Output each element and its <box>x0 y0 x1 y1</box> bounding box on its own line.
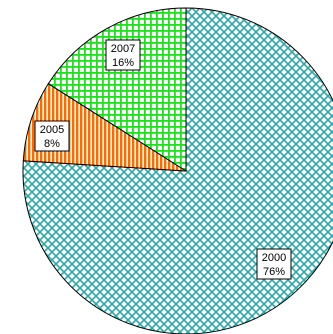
slice-percent-label: 16% <box>112 57 134 69</box>
slice-label-2007: 2007 16% <box>105 39 141 71</box>
slice-percent-label: 8% <box>44 138 60 150</box>
slice-labels: 2000 76% 2005 8% 2007 16% <box>34 39 292 280</box>
slice-category-label: 2000 <box>262 252 286 264</box>
slice-percent-label: 76% <box>263 266 285 278</box>
slice-label-box <box>256 248 292 280</box>
slice-category-label: 2007 <box>111 43 135 55</box>
slice-label-box <box>34 120 70 152</box>
slice-label-2000: 2000 76% <box>256 248 292 280</box>
slice-label-box <box>105 39 141 71</box>
pie-slices <box>22 7 333 334</box>
pie-slice-2007 <box>47 7 187 172</box>
slice-category-label: 2005 <box>40 124 64 136</box>
slice-label-2005: 2005 8% <box>34 120 70 152</box>
